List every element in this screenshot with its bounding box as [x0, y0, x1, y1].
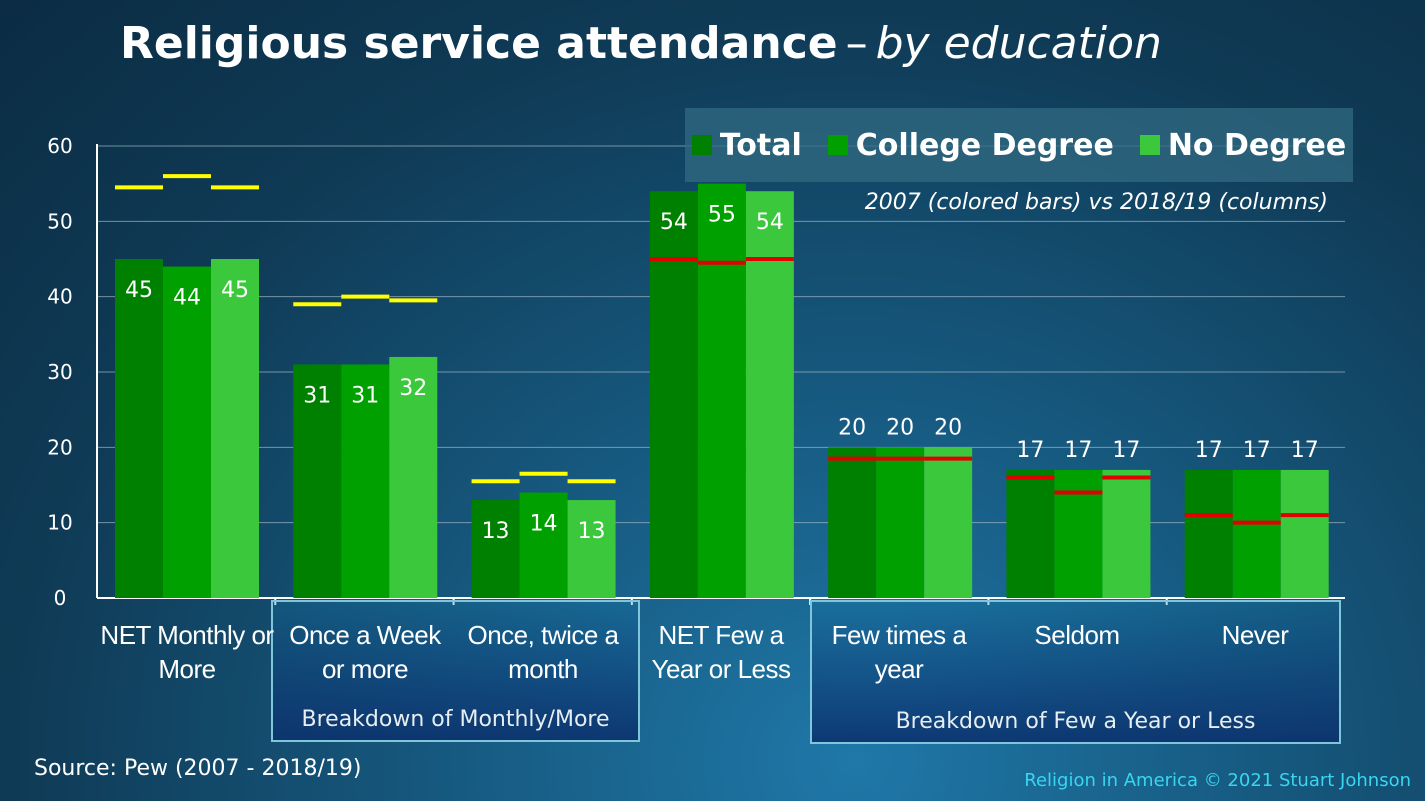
data-label: 13 [482, 519, 510, 544]
y-tick-label: 0 [54, 586, 67, 610]
title-sub: by education [875, 18, 1162, 69]
bar [567, 500, 616, 598]
bar [519, 492, 568, 598]
category-label-once-twice-month: Once, twice a month [467, 620, 619, 684]
bar [828, 447, 877, 598]
bar [163, 266, 211, 598]
legend-item-nodegree: No Degree [1139, 127, 1347, 163]
legend-swatch-total [691, 135, 712, 155]
category-label-net-few-a-year: NET Few a Year or Less [651, 620, 791, 684]
bar [1006, 469, 1055, 598]
data-label: 20 [838, 415, 866, 440]
bar [745, 191, 794, 598]
y-tick-label: 60 [47, 134, 72, 158]
data-label: 17 [1243, 438, 1271, 463]
legend: Total College Degree No Degree [685, 108, 1353, 182]
category-label-seldom: Seldom [1034, 620, 1120, 650]
bar [1280, 469, 1329, 598]
legend-swatch-nodegree [1139, 135, 1160, 155]
data-label: 55 [708, 203, 736, 228]
group-caption-few-a-year: Breakdown of Few a Year or Less [895, 709, 1256, 734]
data-label: 20 [886, 415, 914, 440]
source-note: Source: Pew (2007 - 2018/19) [34, 756, 362, 781]
y-tick-label: 40 [47, 285, 72, 309]
data-label: 17 [1016, 438, 1044, 463]
bar [471, 500, 520, 598]
legend-swatch-college [827, 135, 848, 155]
bar [876, 447, 925, 598]
data-label: 17 [1291, 438, 1319, 463]
legend-item-total: Total [691, 127, 802, 163]
data-label: 20 [934, 415, 962, 440]
bar [1232, 469, 1281, 598]
y-tick-label: 50 [47, 209, 72, 233]
y-tick-label: 20 [47, 435, 72, 459]
data-label: 54 [756, 210, 784, 235]
legend-label-total: Total [719, 127, 802, 163]
data-label: 31 [351, 383, 379, 408]
data-label: 13 [578, 519, 606, 544]
y-tick-label: 10 [47, 511, 72, 535]
bar [1054, 469, 1103, 598]
data-label: 17 [1112, 438, 1140, 463]
data-label: 45 [221, 278, 249, 303]
data-label: 17 [1195, 438, 1223, 463]
legend-label-college: College Degree [855, 127, 1114, 163]
data-label: 32 [399, 376, 427, 401]
bar [115, 259, 163, 598]
data-label: 44 [173, 286, 201, 311]
data-label: 14 [530, 512, 558, 537]
category-label-once-a-week: Once a Week or more [289, 620, 441, 684]
bar [293, 364, 342, 598]
data-label: 31 [303, 383, 331, 408]
chart-title: Religious service attendance – by educatio… [120, 18, 1162, 69]
group-caption-monthly: Breakdown of Monthly/More [301, 707, 610, 732]
bar [1184, 469, 1233, 598]
bar [697, 183, 746, 598]
category-label-few-times-year: Few times a year [831, 620, 967, 684]
title-dash: – [845, 18, 868, 69]
category-label-never: Never [1221, 620, 1289, 650]
data-label: 54 [660, 210, 688, 235]
bar [389, 356, 438, 598]
y-tick-label: 30 [47, 360, 72, 384]
group-box-few-a-year: Breakdown of Few a Year or Less [810, 600, 1341, 744]
legend-item-college: College Degree [827, 127, 1114, 163]
chart-subtitle: 2007 (colored bars) vs 2018/19 (columns) [864, 190, 1328, 215]
group-box-monthly: Breakdown of Monthly/More [271, 600, 640, 742]
data-label: 17 [1064, 438, 1092, 463]
bar [211, 259, 259, 598]
bar [649, 191, 698, 598]
bar [341, 364, 390, 598]
bar [924, 447, 973, 598]
title-main: Religious service attendance [120, 18, 838, 69]
bar [1102, 469, 1151, 598]
category-label-net-monthly: NET Monthly or More [100, 620, 274, 684]
credit-note: Religion in America © 2021 Stuart Johnso… [1024, 770, 1411, 791]
legend-label-nodegree: No Degree [1167, 127, 1347, 163]
data-label: 45 [125, 278, 153, 303]
